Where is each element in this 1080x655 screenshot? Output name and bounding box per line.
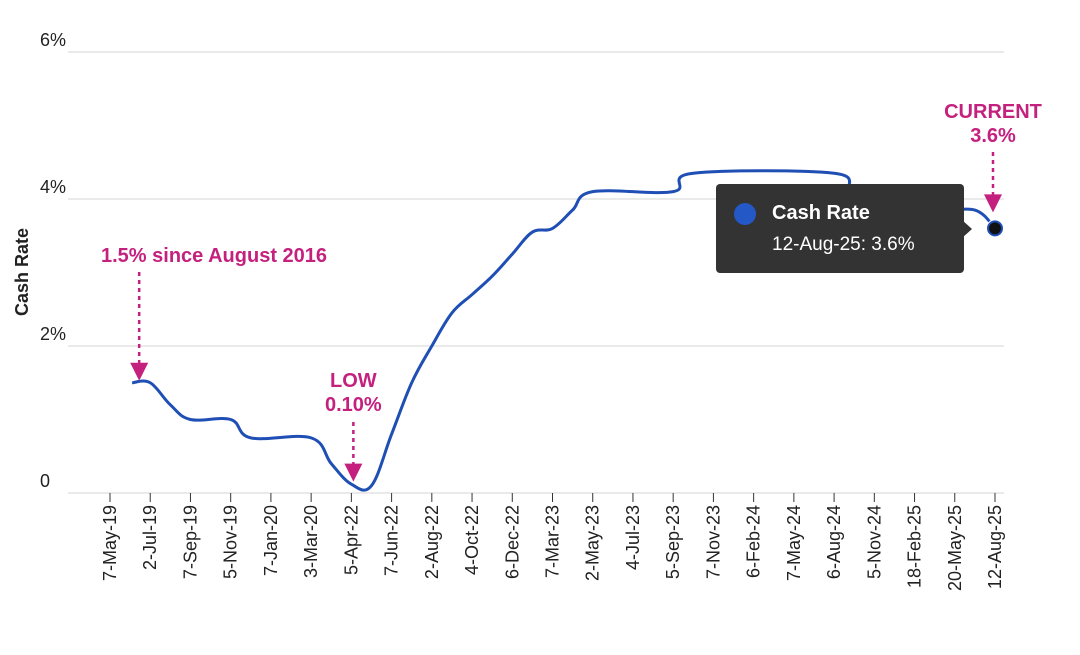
x-tick-label: 4-Jul-23 — [623, 505, 643, 570]
x-tick-label: 7-May-24 — [784, 505, 804, 581]
y-axis-ticks: 0 2% 4% 6% — [40, 30, 66, 491]
x-tick-label: 5-Apr-22 — [341, 505, 361, 575]
annotation-current-line: 3.6% — [970, 125, 1016, 147]
x-tick-label: 7-Sep-19 — [180, 505, 200, 579]
tooltip-series-name: Cash Rate — [772, 202, 870, 224]
series-line-cash-rate — [131, 169, 997, 492]
annotation-current-arrow-head — [984, 194, 1002, 213]
x-tick-label: 6-Aug-24 — [824, 505, 844, 579]
y-axis-title: Cash Rate — [12, 228, 32, 316]
x-tick-label: 6-Feb-24 — [744, 505, 764, 578]
current-point-marker[interactable] — [987, 220, 1003, 237]
x-tick-label: 4-Oct-22 — [462, 505, 482, 575]
x-tick-label: 7-Nov-23 — [703, 505, 723, 579]
gridlines — [68, 51, 1004, 494]
x-tick-label: 20-May-25 — [945, 505, 965, 591]
x-tick-label: 7-Jun-22 — [382, 505, 402, 576]
x-tick-label: 3-Mar-20 — [301, 505, 321, 578]
y-tick-label: 0 — [40, 471, 50, 491]
annotation-current-line: CURRENT — [944, 101, 1042, 123]
annotation-since-2016: 1.5% since August 2016 — [101, 245, 327, 267]
x-tick-label: 6-Dec-22 — [502, 505, 522, 579]
y-tick-label: 2% — [40, 324, 66, 344]
annotation-since-2016-arrow-head — [130, 362, 149, 381]
x-tick-label: 5-Sep-23 — [663, 505, 683, 579]
tooltip-pointer — [962, 220, 972, 238]
x-tick-label: 7-Mar-23 — [543, 505, 563, 578]
x-tick-label: 5-Nov-24 — [864, 505, 884, 579]
x-tick-label: 2-Aug-22 — [422, 505, 442, 579]
x-tick-label: 18-Feb-25 — [905, 505, 925, 588]
x-tick-label: 2-Jul-19 — [140, 505, 160, 570]
annotation-low-arrow-head — [344, 463, 363, 482]
y-tick-label: 4% — [40, 177, 66, 197]
y-tick-label: 6% — [40, 30, 66, 50]
highlight-points[interactable] — [986, 219, 1004, 238]
tooltip: Cash Rate 12-Aug-25: 3.6% — [716, 184, 972, 273]
x-tick-label: 7-Jan-20 — [261, 505, 281, 576]
x-axis: 7-May-19 2-Jul-19 7-Sep-19 5-Nov-19 7-Jan-20… — [100, 493, 1005, 591]
annotation-low-line: 0.10% — [325, 394, 382, 416]
x-tick-label: 7-May-19 — [100, 505, 120, 581]
x-tick-label: 12-Aug-25 — [985, 505, 1005, 589]
tooltip-value: 12-Aug-25: 3.6% — [772, 234, 915, 255]
x-tick-label: 2-May-23 — [583, 505, 603, 581]
annotation-low-line: LOW — [330, 370, 377, 392]
x-tick-label: 5-Nov-19 — [221, 505, 241, 579]
tooltip-series-dot — [734, 203, 756, 225]
series-lines — [131, 169, 997, 492]
